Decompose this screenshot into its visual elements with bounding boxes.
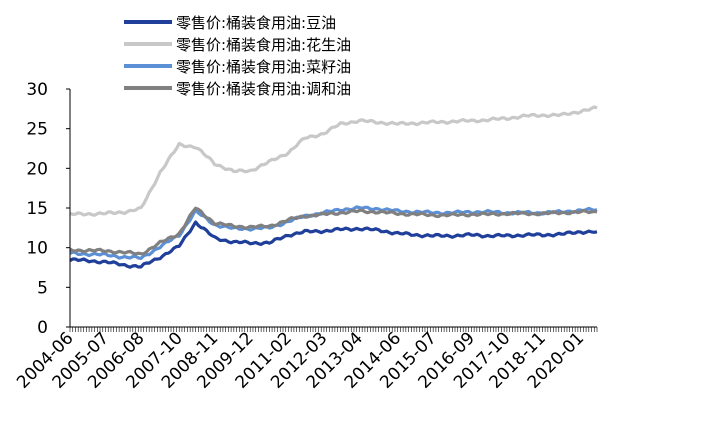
y-tick-label: 15	[26, 199, 48, 219]
y-tick-label: 20	[26, 159, 48, 179]
series-line-4	[69, 206, 598, 256]
y-tick-label: 10	[26, 239, 48, 259]
legend-label-1: 零售价:桶装食用油:豆油	[176, 14, 336, 32]
series-line-2	[69, 105, 598, 217]
axes: 0510152025302004-062005-072006-082007-10…	[13, 80, 598, 393]
legend-label-2: 零售价:桶装食用油:花生油	[176, 36, 351, 54]
y-tick-label: 25	[26, 120, 48, 140]
series-line-1	[69, 220, 598, 269]
series-layer	[69, 105, 598, 269]
legend: 零售价:桶装食用油:豆油零售价:桶装食用油:花生油零售价:桶装食用油:菜籽油零售…	[124, 14, 351, 98]
legend-label-4: 零售价:桶装食用油:调和油	[176, 80, 351, 98]
y-tick-label: 5	[37, 278, 48, 298]
y-tick-label: 0	[37, 318, 48, 338]
y-tick-label: 30	[26, 80, 48, 100]
legend-label-3: 零售价:桶装食用油:菜籽油	[176, 58, 351, 76]
